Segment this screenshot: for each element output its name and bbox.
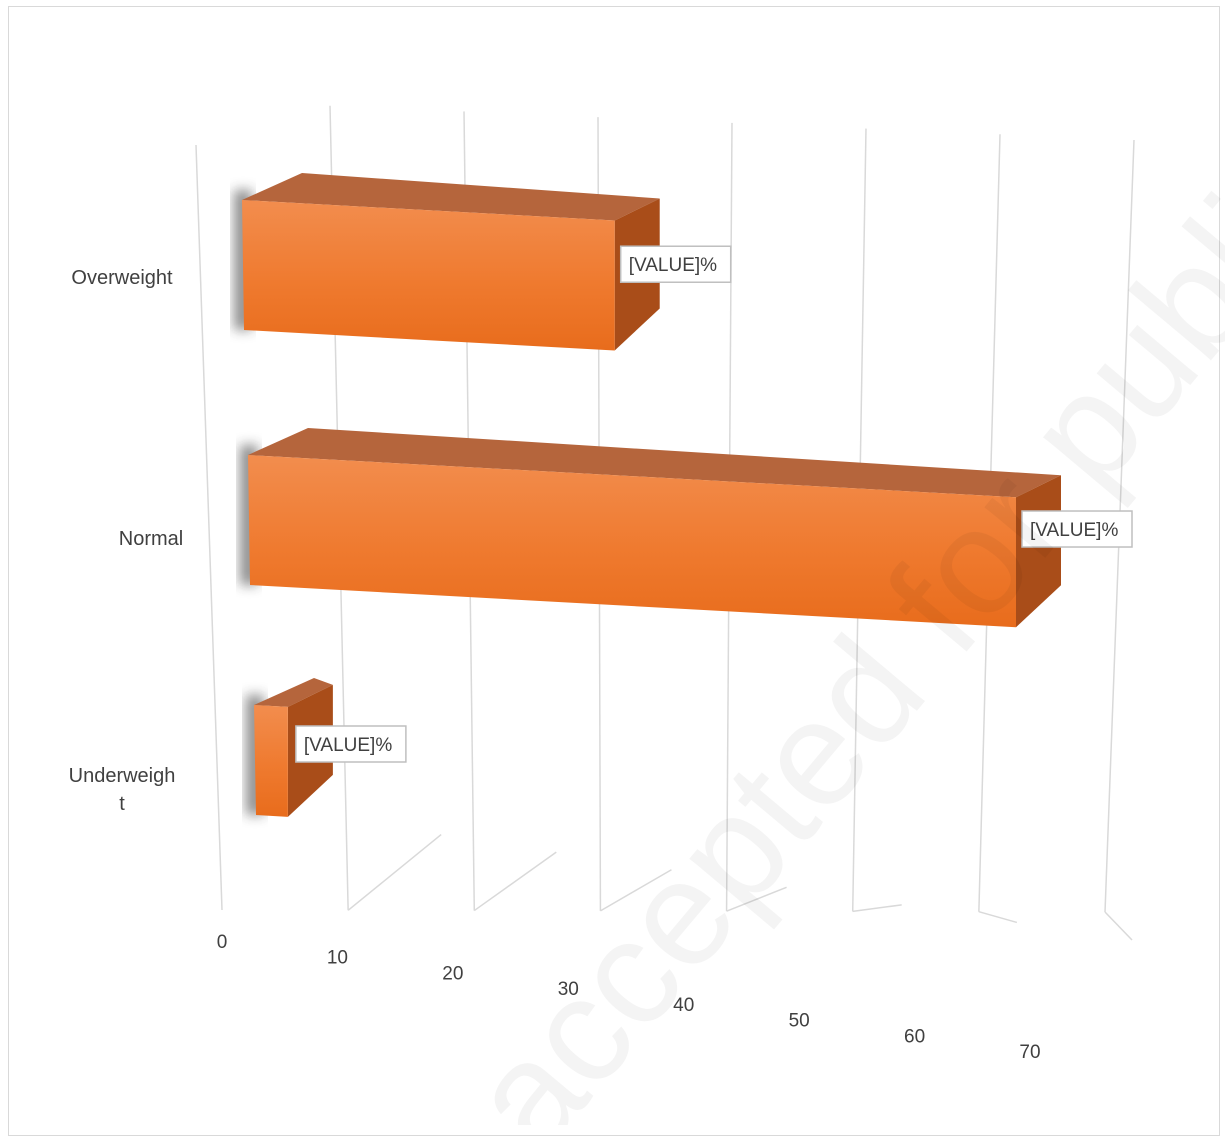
bar-top [242,173,660,221]
data-label-box [619,245,732,283]
data-label-text: [VALUE]% [629,255,717,276]
floor-gridline [1104,911,1133,941]
gridline [195,144,223,911]
x-axis-ticks: 0 10 20 30 40 50 60 70 [217,932,1041,1063]
category-label-line: Normal [119,528,183,550]
bar-top [254,678,333,707]
data-label-box [1021,510,1133,548]
x-tick-label: 10 [327,948,348,969]
category-label-line: Underweigh [69,765,176,787]
category-label-line: Overweight [71,267,173,289]
floor-gridline [726,886,787,912]
bar-top [248,428,1061,498]
data-label: [VALUE]% [1021,510,1133,548]
floor-gridline [473,851,557,912]
data-label-box [295,725,407,763]
data-label: [VALUE]% [295,725,407,763]
floor-gridline [600,869,672,912]
bar [248,455,1016,628]
x-tick-label: 60 [904,1026,925,1047]
category-label: Overweight [71,267,173,289]
category-label-line: t [119,793,125,815]
bar [242,200,615,351]
x-tick-label: 20 [442,963,463,984]
data-label: [VALUE]% [619,245,732,283]
x-tick-label: 50 [789,1011,810,1032]
floor-gridline [347,833,442,911]
bar [254,705,288,817]
category-label: Normal [119,528,183,550]
x-tick-label: 0 [217,932,228,953]
x-tick-label: 70 [1019,1042,1040,1063]
x-tick-label: 30 [558,979,579,1000]
category-label: Underweigh t [69,765,176,815]
bars: [VALUE]% [VALUE]% [VALUE]% [234,173,1133,817]
x-tick-label: 40 [673,995,694,1016]
category-labels: Overweight Normal Underweigh t [69,267,184,815]
data-label-text: [VALUE]% [304,735,392,756]
floor-gridline [852,904,902,913]
data-label-text: [VALUE]% [1030,520,1118,541]
floor-gridline [978,910,1018,924]
